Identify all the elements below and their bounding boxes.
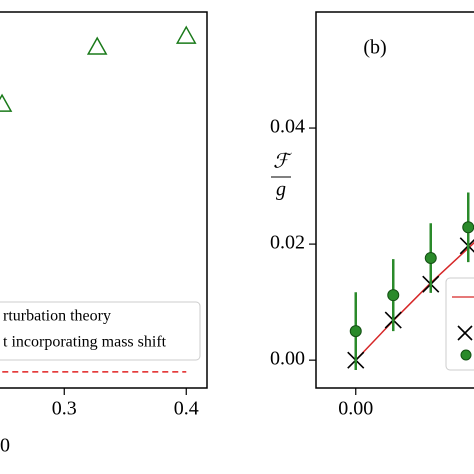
plot-frame — [315, 11, 474, 389]
plot-frame — [0, 11, 208, 389]
panel-label: (b) — [363, 37, 386, 59]
circle-marker — [424, 252, 437, 265]
x-tick-label: 0.4 — [174, 398, 199, 420]
legend-box — [0, 301, 201, 361]
circle-marker — [349, 325, 362, 338]
y-label-numerator: ℱ — [273, 151, 292, 173]
legend-box — [445, 277, 474, 371]
panel: 0.3 0.4 0 rturbation theory t incorporating … — [0, 11, 208, 457]
triangle-marker — [0, 93, 13, 112]
y-tick-label: 0.02 — [270, 232, 305, 254]
y-label-denominator: g — [276, 179, 286, 201]
legend-circle — [460, 349, 472, 361]
x-tick-label: 0.00 — [338, 398, 373, 420]
legend-label: t incorporating mass shift — [3, 334, 167, 351]
x-tick-label: 0.3 — [52, 398, 77, 420]
legend-b — [445, 277, 474, 371]
y-tick-label: 0.04 — [270, 116, 305, 138]
triangle-marker — [86, 36, 108, 55]
legend-label: rturbation theory — [3, 308, 111, 325]
series-line — [355, 241, 474, 361]
circle-marker — [462, 221, 474, 234]
circle-marker — [387, 289, 400, 302]
y-tick-label: 0.00 — [270, 348, 305, 370]
legend-cross — [457, 325, 473, 341]
panel: 0.00 0.00 0.02 0.04 (b) ℱg — [270, 11, 474, 420]
triangle-marker — [175, 25, 197, 44]
x-axis-label: 0 — [0, 435, 10, 457]
